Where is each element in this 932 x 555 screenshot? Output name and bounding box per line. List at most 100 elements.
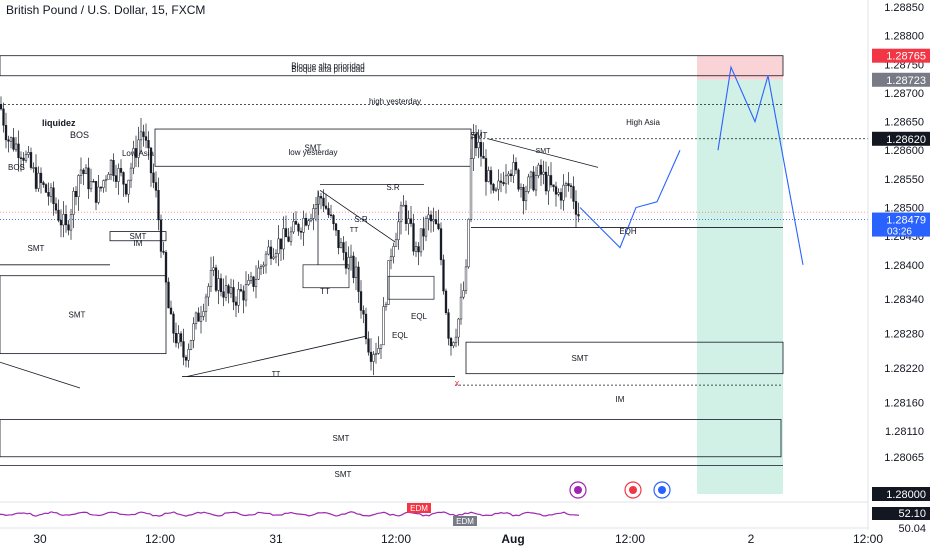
candle-body — [172, 313, 175, 334]
zone-label: SMT — [305, 144, 322, 153]
candle-body — [434, 219, 438, 225]
trendline-tt-low — [186, 336, 366, 377]
candle-body — [177, 333, 180, 344]
candle-body — [159, 219, 163, 252]
candle-body — [167, 281, 170, 309]
zone-box — [0, 419, 782, 458]
candle-body — [132, 148, 135, 169]
y-tick-label: 1.28340 — [884, 294, 924, 306]
x-tick-label: 31 — [269, 532, 283, 546]
y-tick-label: 1.28400 — [884, 260, 924, 272]
candle-body — [482, 156, 485, 159]
candle-body — [559, 192, 563, 201]
candle-body — [517, 169, 520, 190]
price-tag-countdown: 03:26 — [887, 227, 912, 238]
price-tag — [872, 131, 930, 146]
price-tag — [872, 72, 930, 87]
smt-box-small — [387, 275, 435, 300]
candle-body — [417, 246, 420, 253]
candle-body — [547, 175, 550, 192]
y-tick-label: 1.28220 — [884, 363, 924, 375]
candle-body — [17, 143, 20, 158]
zone-label: SMT — [130, 232, 147, 241]
candle-body — [337, 230, 340, 249]
candle-body — [102, 180, 105, 188]
candle-body — [307, 220, 310, 226]
candle-body — [52, 187, 55, 204]
x-tick-label: 12:00 — [145, 532, 175, 546]
candle-body — [97, 186, 100, 203]
candle-body — [507, 173, 510, 177]
candle-body — [39, 172, 43, 183]
y-tick-label: 1.28850 — [884, 2, 924, 14]
price-tag-label: 1.28479 — [886, 215, 926, 227]
candle-body — [499, 180, 503, 183]
candle-body — [452, 342, 455, 347]
candle-body — [519, 187, 523, 190]
candle-body — [339, 242, 343, 249]
candle-body — [162, 251, 165, 253]
candle-body — [237, 289, 240, 306]
candle-body — [257, 267, 260, 280]
zone-label: SMT — [572, 354, 589, 363]
annotation-label: S.R — [386, 183, 400, 192]
price-tag-label: 1.28723 — [886, 75, 926, 87]
candle-body — [504, 175, 508, 185]
annotation-label: TT — [272, 371, 281, 378]
candle-body — [34, 167, 38, 189]
candle-body — [84, 167, 88, 174]
candle-body — [54, 203, 58, 211]
indicator-tag-edm-label: EDM — [410, 504, 428, 513]
candle-body — [469, 158, 473, 220]
candle-body — [319, 196, 323, 199]
x-tick-label: 30 — [33, 532, 47, 546]
candle-body — [232, 287, 235, 303]
annotation-label: low yesterday — [289, 148, 338, 157]
candle-body — [77, 175, 80, 197]
candle-body — [479, 142, 483, 157]
price-tag-label: 1.28620 — [886, 134, 926, 146]
candle-body — [289, 231, 293, 242]
candle-body — [254, 278, 258, 287]
price-tag — [872, 487, 930, 501]
y-tick-label: 1.28800 — [884, 31, 924, 43]
candle-body — [422, 228, 425, 237]
candle-body — [374, 353, 378, 355]
candle-body — [577, 214, 580, 217]
candle-body — [242, 290, 245, 301]
candle-body — [64, 214, 68, 226]
candle-body — [269, 246, 273, 259]
annotation-label: TT — [350, 227, 359, 234]
candle-body — [164, 252, 168, 283]
candle-body — [389, 256, 393, 261]
candle-body — [299, 230, 303, 233]
price-tag — [872, 212, 930, 237]
candle-body — [0, 104, 3, 110]
candle-body — [557, 192, 560, 195]
indicator-tag-edm — [407, 503, 431, 513]
candle-body — [99, 186, 103, 189]
candle-body — [419, 228, 423, 253]
annotation-label: Low Asia — [122, 149, 155, 158]
candle-body — [572, 186, 575, 202]
candle-body — [142, 131, 145, 137]
candle-body — [47, 192, 50, 197]
candle-body — [209, 270, 213, 287]
candle-body — [354, 266, 358, 278]
candle-body — [502, 182, 505, 185]
indicator-line — [0, 511, 580, 517]
candle-body — [137, 139, 140, 158]
candle-body — [322, 197, 325, 207]
candle-body — [217, 278, 220, 291]
candle-body — [297, 224, 300, 232]
candle-body — [57, 209, 60, 221]
lightning-icon-dot — [574, 486, 582, 494]
candle-body — [89, 181, 93, 190]
candle-body — [444, 290, 448, 313]
candle-body — [87, 167, 90, 190]
candle-body — [134, 148, 138, 158]
candle-body — [477, 142, 480, 149]
candle-body — [329, 214, 333, 217]
projection-path — [579, 150, 681, 249]
